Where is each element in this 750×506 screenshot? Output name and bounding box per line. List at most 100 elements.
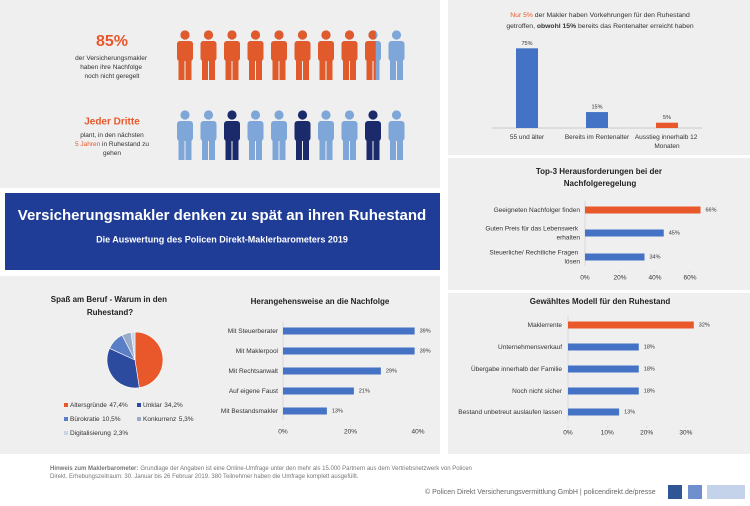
bar	[585, 253, 645, 261]
person-head	[321, 110, 331, 120]
person-body	[247, 121, 264, 141]
text-run: plant, in den nächsten	[80, 132, 144, 139]
text-run: obwohl 15%	[537, 23, 576, 30]
person-leg	[296, 139, 302, 160]
person-leg	[185, 139, 192, 160]
legend-swatch	[137, 403, 141, 407]
legend-swatch	[137, 417, 141, 421]
footer-note-label: Hinweis zum Maklerbarometer:	[50, 466, 138, 472]
y-tick-label: Unternehmensverkauf	[498, 344, 562, 351]
banner-subtitle: Die Auswertung des Policen Direkt-Makler…	[96, 234, 348, 244]
panel	[448, 293, 750, 454]
bar	[585, 229, 664, 237]
person-leg	[373, 59, 376, 80]
person-leg	[350, 59, 356, 80]
x-tick-label: 20%	[640, 430, 653, 437]
person-body	[341, 41, 358, 61]
person-head	[368, 30, 376, 40]
legend-entry: Bürokratie 10,5%	[70, 416, 121, 423]
value-label: 18%	[644, 388, 655, 394]
legend-name: Bürokratie	[70, 416, 100, 423]
value-label: 39%	[420, 328, 431, 334]
text-run: gehen	[103, 150, 121, 157]
person-body	[200, 41, 217, 61]
person-head	[227, 30, 237, 40]
person-leg	[272, 139, 279, 160]
person-head	[344, 110, 355, 120]
person-leg	[209, 59, 215, 80]
legend-value: 10,5%	[102, 416, 121, 423]
legend-name: Altersgründe	[70, 402, 107, 409]
bar	[516, 48, 538, 128]
person-leg	[390, 59, 396, 80]
person-leg	[397, 59, 403, 80]
person-leg	[319, 139, 326, 160]
person-head	[250, 110, 261, 120]
text-run: in Ruhestand zu	[100, 141, 149, 148]
person-head	[391, 30, 402, 40]
x-tick-label: 40%	[411, 429, 424, 436]
y-tick-label: Mit Maklerpool	[236, 348, 279, 355]
value-label: 45%	[669, 230, 680, 236]
person-body	[271, 121, 287, 141]
x-tick-label: 0%	[580, 275, 590, 282]
person-leg	[272, 59, 279, 80]
legend-name: Unklar	[143, 402, 163, 409]
x-tick-label: Ausstieg innerhalb 12 Monaten	[635, 134, 699, 150]
x-tick-label: 0%	[278, 429, 288, 436]
bar	[568, 408, 620, 416]
chart-title: Gewähltes Modell für den Ruhestand	[530, 297, 671, 306]
person-head	[203, 30, 214, 40]
y-tick-label: Maklerrente	[528, 322, 563, 329]
legend-entry: Konkurrenz 5,3%	[143, 416, 194, 423]
banner	[5, 193, 440, 270]
x-tick-label: 20%	[344, 429, 357, 436]
value-label: 66%	[706, 207, 717, 213]
person-leg	[256, 139, 262, 160]
person-leg	[343, 139, 349, 160]
person-body	[318, 121, 334, 141]
bar	[568, 387, 639, 395]
pie-slice	[130, 331, 136, 361]
bar	[283, 347, 415, 355]
legend-value: 2,3%	[113, 430, 128, 437]
person-head	[180, 110, 190, 120]
y-tick-label: Noch nicht sicher	[512, 388, 563, 395]
stat-value: 85%	[96, 33, 128, 50]
person-leg	[373, 139, 380, 160]
person-leg	[296, 59, 302, 80]
x-tick-label: 0%	[563, 430, 573, 437]
person-leg	[178, 139, 185, 160]
bar	[568, 365, 639, 373]
y-tick-label: Mit Steuerberater	[228, 328, 279, 335]
person-leg	[350, 139, 356, 160]
person-leg	[279, 139, 286, 160]
panel	[448, 0, 750, 155]
bar	[568, 343, 639, 351]
panel	[0, 276, 440, 454]
legend-entry: Digitalisierung 2,3%	[70, 430, 128, 437]
y-tick-label: Mit Rechtsanwalt	[229, 368, 279, 375]
person-leg	[209, 139, 215, 160]
x-tick-label: 30%	[679, 430, 692, 437]
stat-headline: Jeder Dritte	[84, 117, 140, 128]
person-head	[203, 110, 214, 120]
footer-note: Hinweis zum Maklerbarometer:	[50, 466, 138, 472]
person-body	[388, 41, 405, 61]
person-head	[227, 110, 237, 120]
person-leg	[225, 139, 232, 160]
people-share	[177, 30, 376, 80]
legend-entry: Unklar 34,2%	[143, 402, 183, 409]
person-leg	[326, 139, 333, 160]
person-leg	[279, 59, 286, 80]
chart-title: Nur 5% der Makler haben Vorkehrungen für…	[510, 12, 690, 19]
person-leg	[249, 139, 255, 160]
stat-text: plant, in den nächsten	[80, 132, 144, 139]
x-tick-label: 55 und älter	[510, 134, 545, 141]
person-leg	[256, 59, 262, 80]
person-body	[294, 121, 311, 141]
chart-title: Top-3 Herausforderungen bei der Nachfolg…	[536, 167, 664, 188]
value-label: 13%	[332, 408, 343, 414]
person-leg	[326, 59, 333, 80]
y-tick-label: Steuerliche/ Rechtliche Fragen lösen	[489, 249, 580, 265]
